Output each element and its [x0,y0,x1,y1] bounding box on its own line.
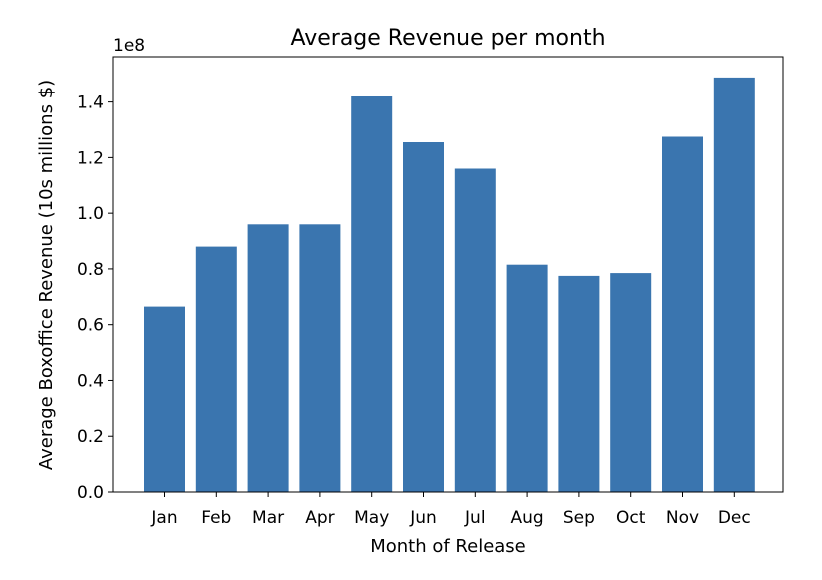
y-offset-label: 1e8 [113,36,145,56]
bar-dec [713,77,755,493]
y-tick-label: 0.4 [77,371,104,391]
bar-nov [662,136,703,492]
x-tick-label: Mar [252,508,284,528]
x-tick-label: Feb [201,508,231,528]
x-tick-label: Aug [510,508,543,528]
y-tick-label: 0.8 [77,260,104,280]
x-axis: Jan Feb Mar Apr May Jun Jul Aug Sep Oct Nov Dec [150,492,751,528]
y-tick-label: 1.2 [77,148,104,168]
chart-title: Average Revenue per month [290,26,605,51]
y-axis: 0.0 0.2 0.4 0.6 0.8 1.0 1.2 1.4 [77,93,113,503]
x-axis-label: Month of Release [370,536,526,557]
x-tick-label: Sep [563,508,595,528]
bar-apr [299,224,341,493]
y-tick-label: 0.2 [77,427,104,447]
bars-group [144,77,755,493]
bar-jan [144,306,185,492]
bar-may [351,96,393,492]
y-tick-label: 0.0 [77,483,104,503]
x-tick-label: Oct [616,508,646,528]
x-tick-label: May [354,508,389,528]
x-tick-label: Jul [464,508,486,528]
y-axis-label: Average Boxoffice Revenue (10s millions … [36,80,57,470]
y-tick-label: 0.6 [77,316,104,336]
bar-mar [247,224,289,493]
plot-frame [112,56,784,493]
y-tick-label: 1.4 [77,93,104,113]
x-tick-label: Dec [718,508,751,528]
x-tick-label: Jun [409,508,437,528]
bar-jun [403,142,444,492]
bar-aug [506,264,548,492]
bar-jul [454,168,496,492]
y-tick-label: 1.0 [77,204,104,224]
x-tick-label: Apr [305,508,334,528]
bar-sep [558,275,600,492]
bar-feb [195,246,237,492]
x-tick-label: Nov [666,508,699,528]
bar-oct [610,273,652,492]
x-tick-label: Jan [150,508,177,528]
